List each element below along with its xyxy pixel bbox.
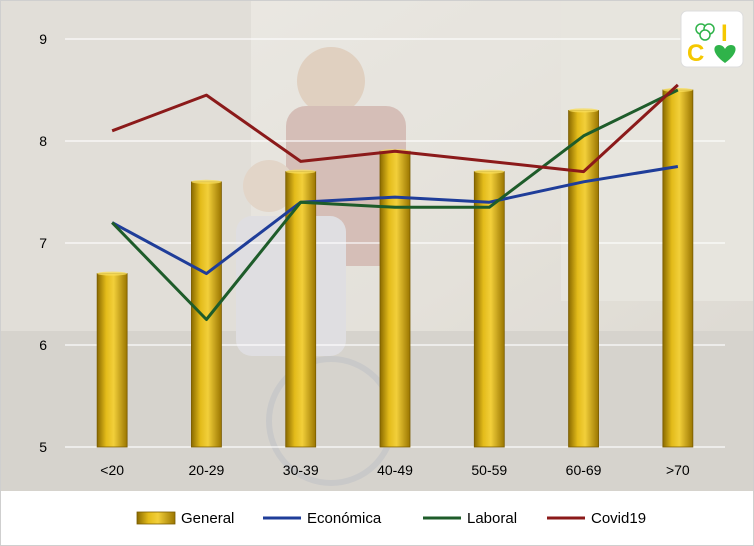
- legend-swatch: [136, 511, 176, 525]
- bars-general: [96, 88, 694, 448]
- y-tick-label: 7: [39, 235, 47, 251]
- y-tick-label: 9: [39, 31, 47, 47]
- bar-general: [379, 150, 411, 448]
- background-photo: [1, 1, 753, 491]
- x-tick-label: 40-49: [377, 462, 413, 478]
- logo: I C: [680, 10, 744, 68]
- bar-general: [285, 171, 317, 448]
- series-line-laboral: [111, 88, 679, 321]
- y-tick-label: 5: [39, 439, 47, 455]
- bar-general: [473, 171, 505, 448]
- legend-label: Económica: [307, 510, 382, 527]
- x-tick-label: <20: [100, 462, 124, 478]
- bar-general: [96, 273, 128, 448]
- series-lines: [111, 83, 679, 321]
- legend-item-general: General: [136, 510, 234, 527]
- legend: General Económica Laboral Covid19: [136, 510, 646, 527]
- legend-item-económica: Económica: [263, 510, 382, 527]
- bar-general: [568, 110, 599, 448]
- series-line-covid19: [111, 83, 679, 174]
- logo-letter-c: C: [687, 40, 704, 67]
- x-tick-label: 20-29: [189, 462, 225, 478]
- legend-label: Laboral: [467, 510, 517, 527]
- x-tick-label: 60-69: [566, 462, 602, 478]
- heart-icon: [714, 45, 736, 63]
- logo-letter-i: I: [721, 20, 728, 47]
- bar-general: [662, 89, 694, 448]
- legend-label: Covid19: [591, 510, 646, 527]
- legend-item-covid19: Covid19: [547, 510, 646, 527]
- bar-top: [285, 169, 316, 174]
- x-axis-ticks: <20 20-29 30-39 40-49 50-59 60-69 >70: [100, 462, 690, 478]
- bar-top: [97, 271, 128, 276]
- x-tick-label: >70: [666, 462, 690, 478]
- bar-top: [191, 179, 222, 184]
- legend-label: General: [181, 510, 234, 527]
- y-tick-label: 8: [39, 133, 47, 149]
- bar-top: [568, 108, 599, 113]
- legend-item-laboral: Laboral: [423, 510, 517, 527]
- clover-icon: [695, 23, 715, 41]
- series-line-económica: [111, 165, 679, 276]
- x-tick-label: 30-39: [283, 462, 319, 478]
- y-axis-ticks: 5 6 7 8 9: [39, 31, 47, 455]
- x-tick-label: 50-59: [471, 462, 507, 478]
- y-tick-label: 6: [39, 337, 47, 353]
- bar-general: [191, 181, 222, 448]
- bar-top: [474, 169, 505, 174]
